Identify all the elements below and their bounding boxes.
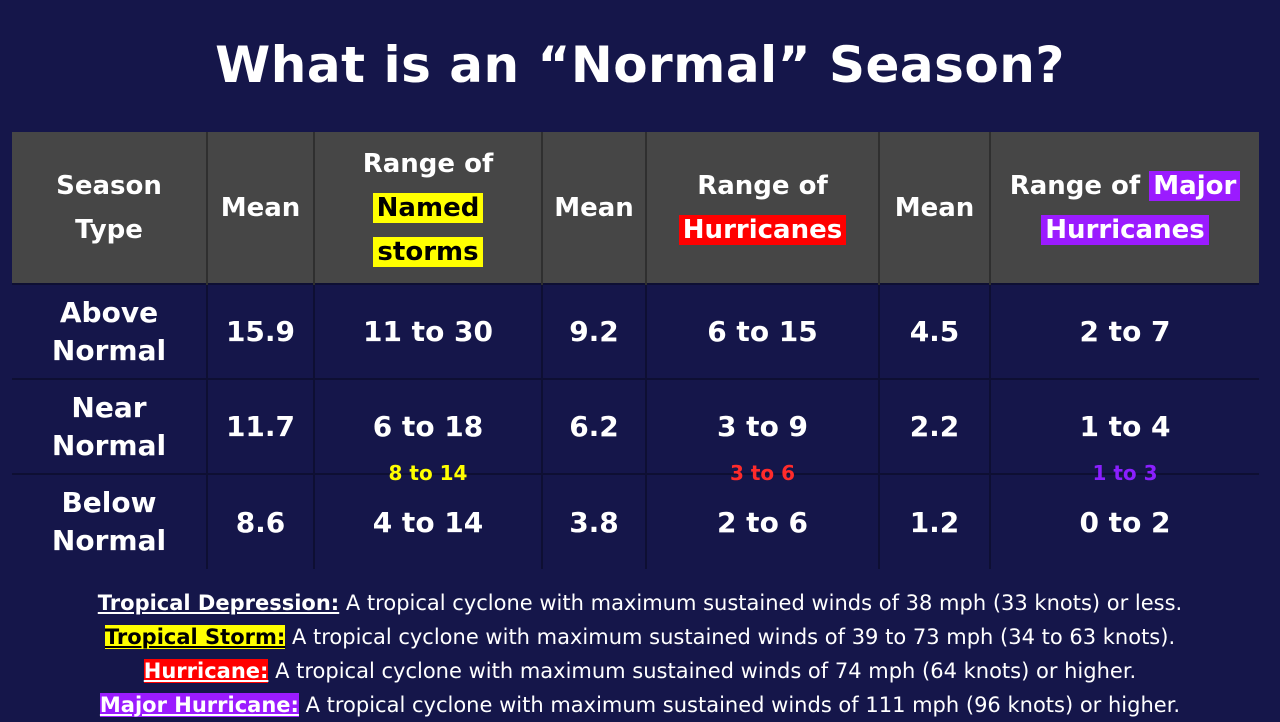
forecast-major-hurricanes: 1 to 3: [1092, 461, 1158, 485]
major-range-cell: 1 to 4: [990, 378, 1259, 474]
row-above-normal: Above Normal 15.9 11 to 30 9.2 6 to 15 4…: [12, 283, 1259, 379]
term-hurricane: Hurricane:: [143, 659, 269, 683]
term-tropical-depression: Tropical Depression:: [97, 591, 340, 615]
major-highlight-line2: Hurricanes: [1041, 214, 1209, 245]
major-range-value: 0 to 2: [1079, 505, 1171, 539]
definitions: Tropical Depression: A tropical cyclone …: [0, 586, 1280, 722]
hurricanes-highlight: Hurricanes: [678, 214, 847, 245]
header-mean-hurricanes: Mean: [542, 132, 647, 284]
definition-text: A tropical cyclone with maximum sustaine…: [339, 591, 1183, 615]
definition-tropical-depression: Tropical Depression: A tropical cyclone …: [0, 586, 1280, 620]
season-type-line2: Normal: [51, 428, 167, 462]
forecast-hurricanes: 3 to 6: [729, 461, 796, 485]
hurricane-mean-cell: 6.2: [542, 378, 647, 474]
named-range-value: 4 to 14: [372, 505, 484, 539]
header-season-type-line2: Type: [75, 214, 143, 245]
named-mean-cell: 11.7: [207, 378, 315, 474]
header-range-hurricanes: Range of Hurricanes: [646, 132, 880, 284]
hurricane-mean-cell: 3.8: [542, 473, 647, 569]
header-season-type-line1: Season: [56, 170, 162, 201]
slide-title: What is an “Normal” Season?: [215, 36, 1065, 94]
hurricane-mean-cell: 9.2: [542, 283, 647, 379]
header-mean-major: Mean: [879, 132, 991, 284]
forecast-named-storms: 8 to 14: [388, 461, 468, 485]
major-mean-cell: 4.5: [879, 283, 991, 379]
season-type-line2: Normal: [51, 524, 167, 557]
definition-text: A tropical cyclone with maximum sustaine…: [285, 625, 1176, 649]
season-type-line1: Near: [71, 390, 147, 424]
term-tropical-storm: Tropical Storm:: [104, 625, 286, 649]
header-row: Season Type Mean Range of Named storms M…: [12, 132, 1259, 284]
season-type-cell: Below Normal: [12, 473, 208, 569]
header-range-named-storms: Range of Named storms: [314, 132, 543, 284]
major-highlight-line1: Major: [1149, 170, 1241, 201]
hurricane-range-value: 2 to 6: [716, 505, 809, 539]
header-range-major-hurricanes: Range of Major Hurricanes: [990, 132, 1259, 284]
season-type-line1: Above: [59, 295, 159, 329]
header-range-major-prefix: Range of: [1009, 170, 1150, 201]
named-range-cell: 8 to 14 4 to 14: [314, 461, 543, 569]
term-major-hurricane: Major Hurricane:: [99, 693, 299, 717]
header-season-type: Season Type: [12, 132, 208, 284]
season-type-line2: Normal: [51, 333, 167, 367]
major-mean-cell: 1.2: [879, 473, 991, 569]
hurricane-range-cell: 3 to 9: [646, 378, 880, 474]
major-range-cell: 1 to 3 0 to 2: [990, 461, 1259, 569]
named-range-cell: 11 to 30: [314, 283, 543, 379]
major-mean-cell: 2.2: [879, 378, 991, 474]
named-mean-cell: 15.9: [207, 283, 315, 379]
major-range-cell: 2 to 7: [990, 283, 1259, 379]
definition-major-hurricane: Major Hurricane: A tropical cyclone with…: [0, 688, 1280, 722]
season-type-cell: Near Normal: [12, 378, 208, 474]
row-below-normal: Below Normal 8.6 8 to 14 4 to 14 3.8 3 t…: [12, 461, 1259, 569]
definition-tropical-storm: Tropical Storm: A tropical cyclone with …: [0, 620, 1280, 654]
hurricane-range-cell: 3 to 6 2 to 6: [646, 461, 880, 569]
season-type-cell: Above Normal: [12, 283, 208, 379]
header-range-named-prefix: Range of: [362, 148, 494, 179]
named-mean-cell: 8.6: [207, 473, 315, 569]
header-mean-named: Mean: [207, 132, 315, 284]
named-range-cell: 6 to 18: [314, 378, 543, 474]
definition-text: A tropical cyclone with maximum sustaine…: [298, 693, 1181, 717]
named-highlight-line1: Named: [372, 192, 484, 223]
definition-text: A tropical cyclone with maximum sustaine…: [268, 659, 1137, 683]
hurricane-range-cell: 6 to 15: [646, 283, 880, 379]
header-range-hurr-prefix: Range of: [697, 170, 828, 201]
row-near-normal: Near Normal 11.7 6 to 18 6.2 3 to 9 2.2 …: [12, 378, 1259, 474]
season-table: Season Type Mean Range of Named storms M…: [12, 132, 1259, 569]
season-type-line1: Below: [61, 486, 157, 519]
definition-hurricane: Hurricane: A tropical cyclone with maxim…: [0, 654, 1280, 688]
named-highlight-line2: storms: [373, 236, 483, 267]
